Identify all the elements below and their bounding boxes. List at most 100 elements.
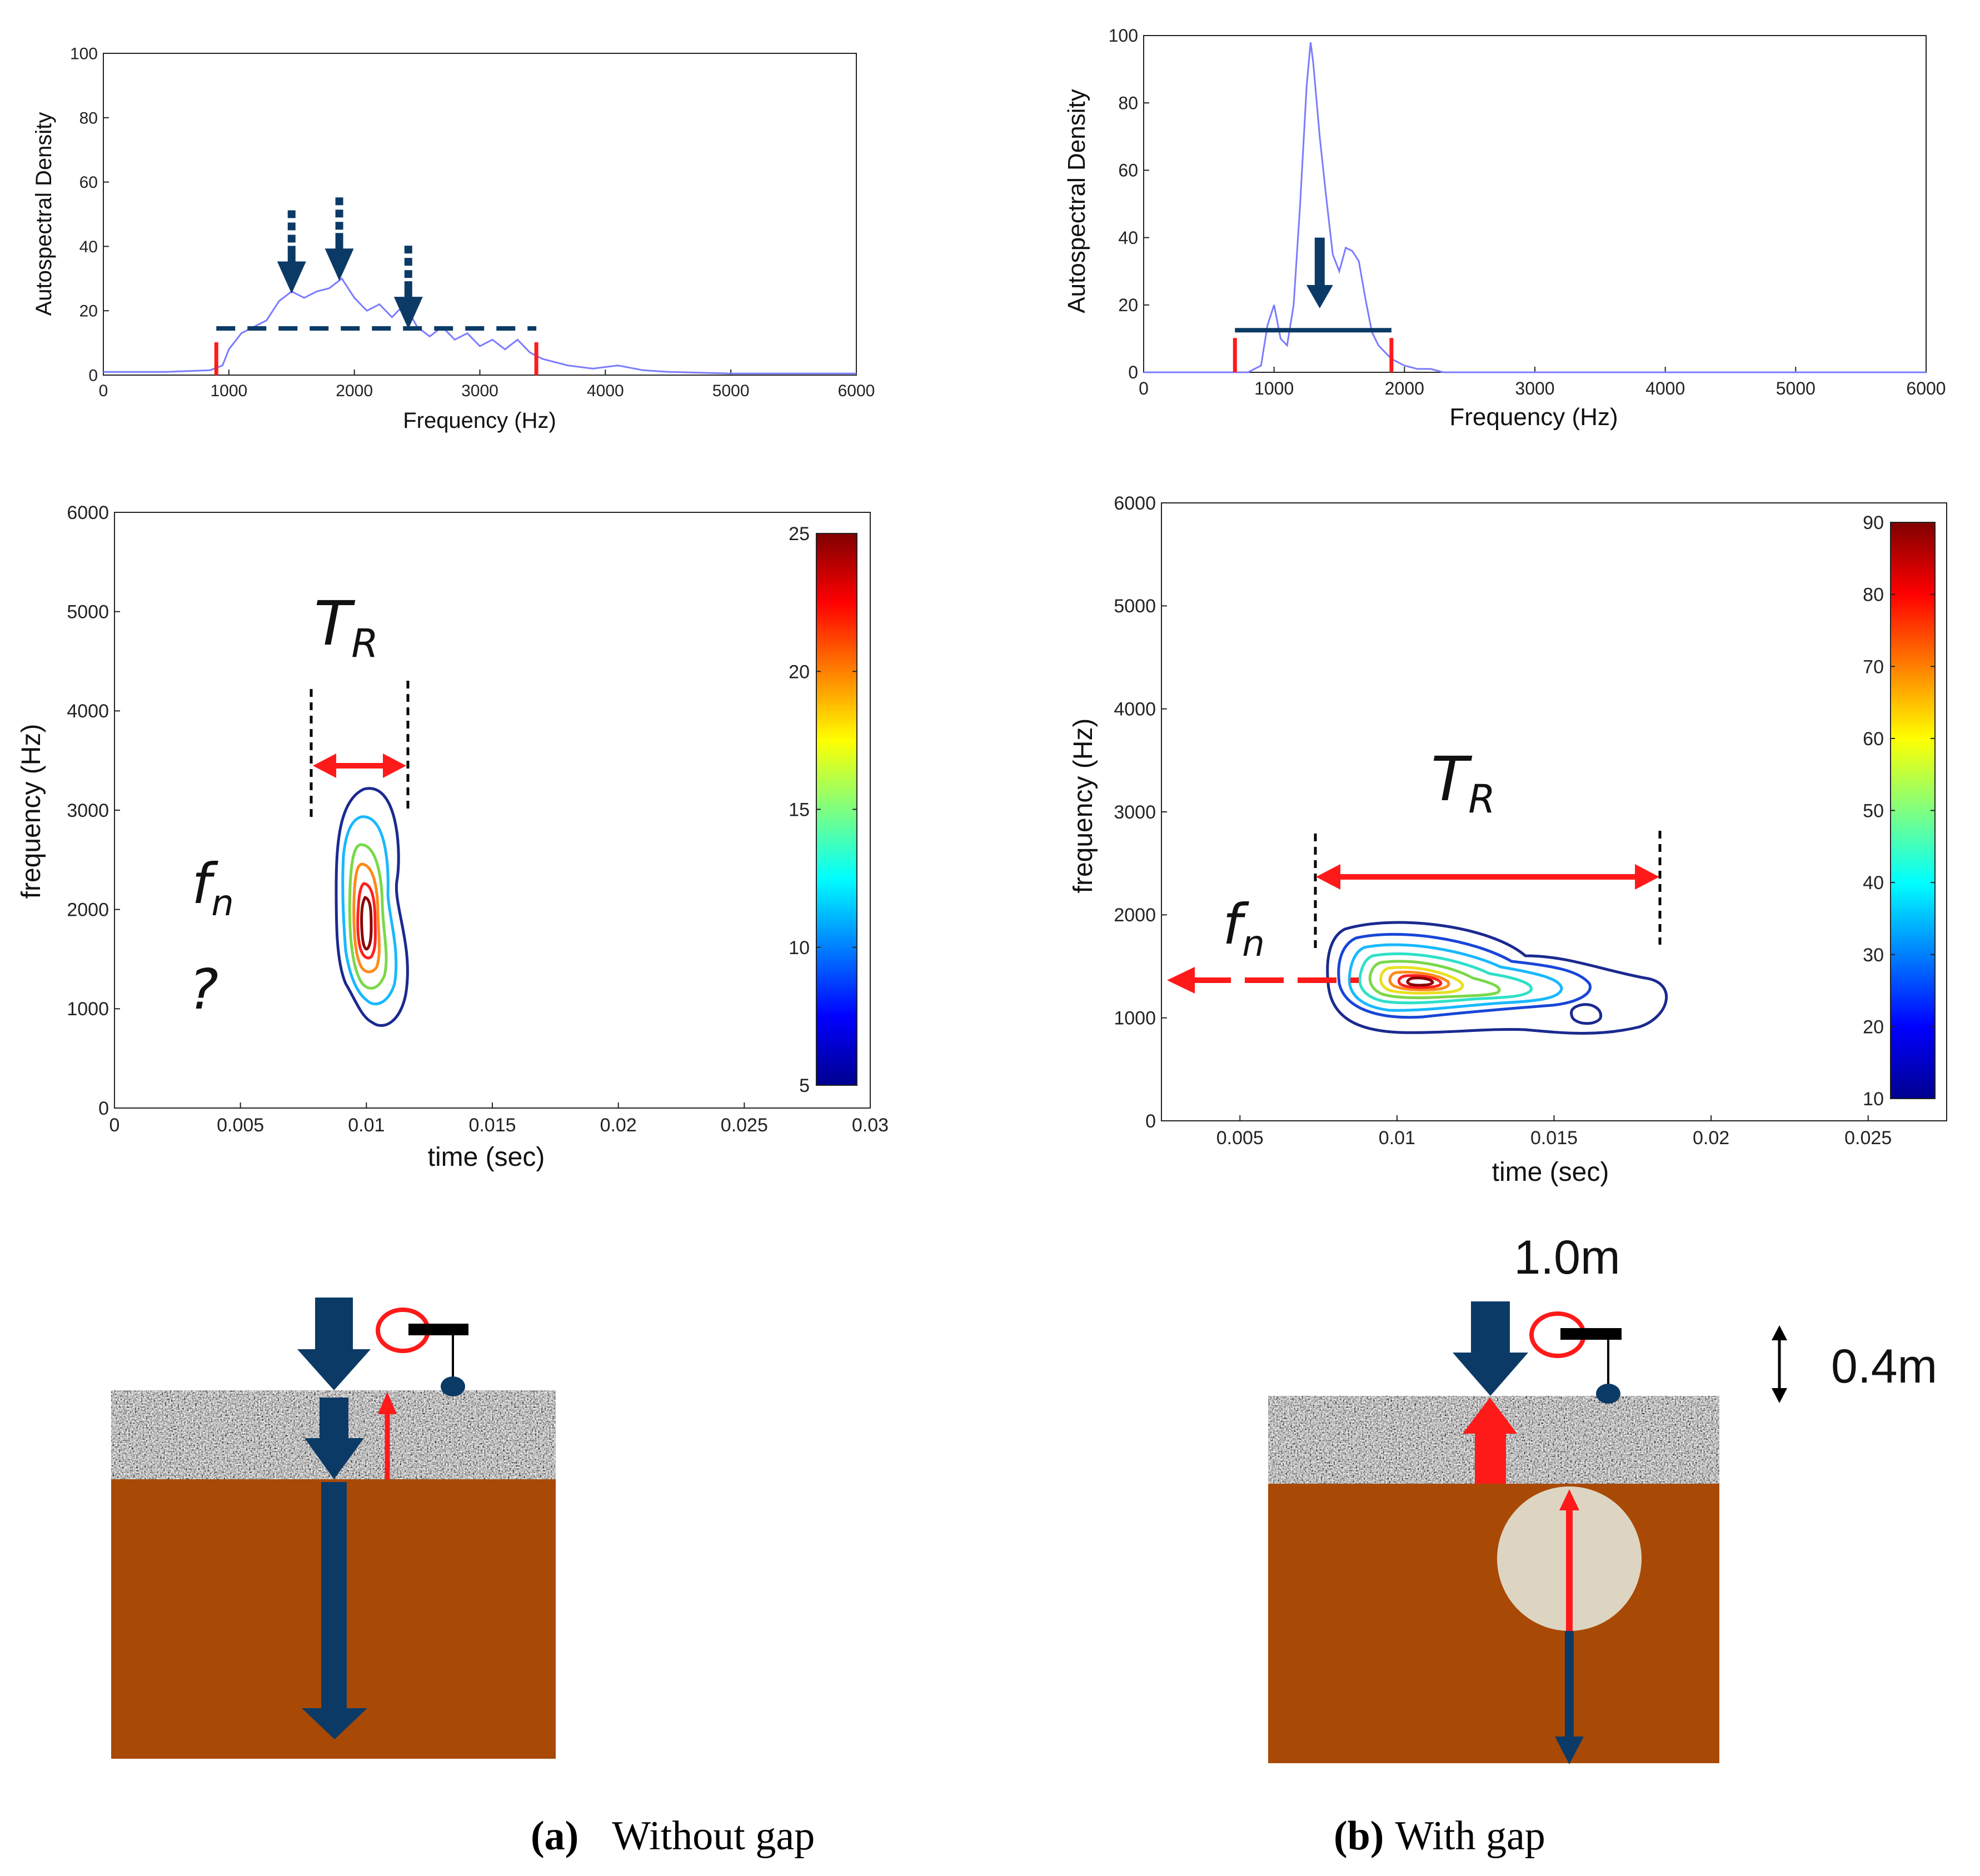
spectrum-a-peak-arrow [277,210,306,294]
spectrum-b-ytick-label: 0 [1128,362,1138,382]
contour-a-colorbar-tick-label: 20 [789,661,810,682]
spectrum-a-xtick-label: 3000 [461,382,498,400]
spectrum-a-xtick-label: 0 [99,382,108,400]
contour-a-ytick-label: 6000 [67,502,109,523]
diagram-a-reflection-arrow [378,1392,397,1479]
contour-a-xtick-label: 0.02 [600,1115,637,1136]
contour-b-tr-arrow [1316,864,1659,890]
contour-b-colorbar-tick-label: 60 [1863,729,1884,750]
contour-a-ytick-label: 0 [98,1098,109,1119]
spectrum-a-peak-arrows [277,197,423,330]
contour-b-xtick-label: 0.005 [1216,1127,1264,1149]
contour-a-xtick-label: 0 [109,1115,120,1136]
diagram-b-reflection-arrow [1463,1398,1517,1484]
spectrum-a-axes: 0 1000 2000 3000 4000 5000 6000 0 20 40 60 80 100 [70,45,875,401]
contour-b-ytick-label: 2000 [1114,905,1156,926]
spectrum-b-ytick-label: 80 [1118,93,1138,113]
diagram-a-impact-arrow [297,1298,371,1390]
contour-a-frame [114,512,871,1109]
contour-a-contours [335,787,409,1027]
contour-a-ytick-label: 2000 [67,900,109,921]
contour-b-ytick-label: 3000 [1114,802,1156,823]
spectrum-b-series-line [1144,42,1926,373]
contour-b-plot: 0.005 0.01 0.015 0.02 0.025 0 1000 2000 3000 4000… [1069,493,1947,1187]
contour-b-colorbar-tick-label: 90 [1863,512,1884,533]
contour-a-colorbar-tick-label: 25 [789,523,810,545]
spectrum-a-ytick-label: 100 [70,45,98,63]
spectrum-a-ytick-label: 60 [79,173,98,192]
contour-b-colorbar-tick-label: 70 [1863,656,1884,677]
contour-b-fn-arrow [1167,967,1359,994]
contour-a-xtick-label: 0.005 [217,1115,264,1136]
diagram-b-deep-arrow [1555,1631,1584,1764]
contour-a-ytick-label: 1000 [67,999,109,1020]
contour-b-contours [1326,921,1668,1035]
diagram-a [111,1298,556,1759]
diagram-b-void-reflection-arrow [1559,1489,1579,1633]
spectrum-a-ytick-label: 80 [79,109,98,127]
contour-b-ytick-label: 6000 [1114,493,1156,514]
spectrum-b-ytick-label: 100 [1109,26,1138,46]
spectrum-b-peak-arrows [1306,237,1333,308]
contour-a-colorbar-tick-label: 10 [789,937,810,959]
diagram-a-sensor [376,1308,468,1396]
diagram-b-impact-arrow [1453,1301,1528,1396]
spectrum-a-ylabel: Autospectral Density [32,112,56,316]
spectrum-b-ytick-label: 20 [1118,295,1138,315]
diagram-a-transmitted-arrow [305,1398,364,1479]
spectrum-a-ytick-label: 0 [88,367,98,385]
contour-b-ylabel: frequency (Hz) [1069,719,1098,894]
spectrum-a-xtick-label: 4000 [587,382,624,400]
contour-a-tr-arrow [313,754,406,778]
spectrum-b-xtick-label: 3000 [1515,378,1554,398]
contour-a-axes: 0 0.005 0.01 0.015 0.02 0.025 0.03 0 1000 2000 300… [67,502,889,1136]
spectrum-a-xtick-label: 1000 [210,382,247,400]
contour-a-xlabel: time (sec) [428,1142,545,1172]
caption-a: (a) Without gap [531,1813,815,1859]
contour-a-tr-label: TR [314,588,378,666]
diagram-b: 1.0m 0.4m [1268,1231,1937,1764]
spectrum-a-xlabel: Frequency (Hz) [403,408,556,433]
contour-b-xlabel: time (sec) [1492,1157,1609,1187]
spectrum-b-xtick-label: 0 [1139,378,1149,398]
spectrum-b-peak-arrow [1306,237,1333,308]
contour-b-xtick-label: 0.025 [1844,1127,1892,1149]
contour-b-colorbar-ticks: 10 20 30 40 50 60 70 80 90 [1863,512,1935,1110]
contour-b-colorbar-tick-label: 20 [1863,1016,1884,1037]
contour-b-axes: 0.005 0.01 0.015 0.02 0.025 0 1000 2000 3000 4000… [1114,493,1892,1149]
spectrum-b-xtick-label: 1000 [1254,378,1294,398]
contour-a-question-mark: ? [189,957,218,1022]
contour-b-ytick-label: 0 [1145,1111,1156,1132]
contour-a-xtick-label: 0.025 [721,1115,768,1136]
spectrum-b-plot: 0 1000 2000 3000 4000 5000 6000 0 20 40 60 80 100 Fr… [1063,26,1946,431]
contour-a-xtick-label: 0.03 [852,1115,889,1136]
contour-b-xtick-label: 0.02 [1693,1127,1729,1149]
contour-a-ytick-label: 4000 [67,701,109,722]
spectrum-a-ytick-label: 40 [79,238,98,256]
contour-b-ytick-label: 4000 [1114,699,1156,720]
contour-a-xtick-label: 0.015 [468,1115,516,1136]
spectrum-a-plot: 0 1000 2000 3000 4000 5000 6000 0 20 40 60 80 100 Fr… [32,45,875,433]
contour-b-colorbar-tick-label: 80 [1863,585,1884,606]
spectrum-b-xlabel: Frequency (Hz) [1449,403,1618,431]
contour-b-colorbar-tick-label: 30 [1863,945,1884,966]
contour-a-colorbar-tick-label: 5 [799,1075,810,1096]
spectrum-b-axes: 0 1000 2000 3000 4000 5000 6000 0 20 40 60 80 100 [1109,26,1946,398]
contour-a-colorbar-ticks: 5 10 15 20 25 [789,523,857,1096]
contour-a-fn-label: fn [192,851,234,924]
diagram-a-deep-arrow [302,1482,367,1739]
contour-b-fn-label: fn [1223,892,1265,965]
contour-b-ytick-label: 1000 [1114,1008,1156,1029]
spectrum-a-peak-arrow [325,197,354,281]
diagram-b-depth-indicator [1772,1325,1787,1403]
spectrum-a-xtick-label: 2000 [336,382,373,400]
contour-b-frame [1161,502,1947,1121]
contour-b-xtick-label: 0.01 [1379,1127,1415,1149]
spectrum-b-ytick-label: 40 [1118,228,1138,248]
contour-b-colorbar-tick-label: 40 [1863,872,1884,894]
contour-a-ytick-label: 5000 [67,602,109,623]
contour-a-xtick-label: 0.01 [348,1115,385,1136]
contour-a-ylabel: frequency (Hz) [17,724,46,899]
contour-b-colorbar [1890,522,1936,1099]
